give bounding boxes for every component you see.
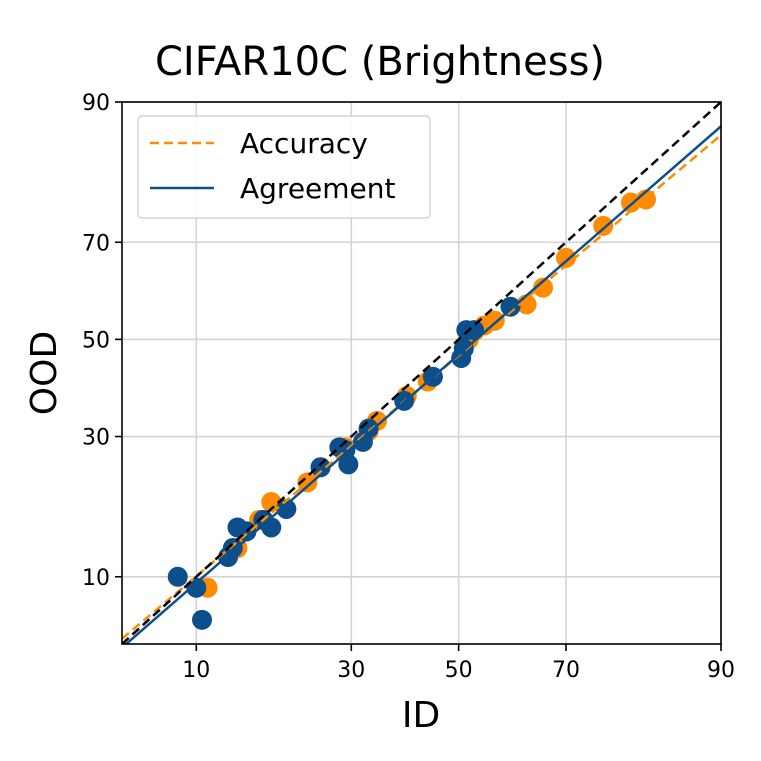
accuracy-point [533,277,554,298]
agreement-point [222,538,243,559]
agreement-point [310,457,331,478]
legend: Accuracy Agreement [137,115,431,219]
agreement-point [276,498,297,519]
accuracy-point [593,215,614,236]
x-tick-label: 70 [552,658,580,683]
accuracy-point [261,492,282,513]
legend-label-agreement: Agreement [240,172,396,205]
agreement-point [464,320,485,341]
x-tick-label: 90 [707,658,735,683]
y-tick-label: 70 [82,231,110,256]
accuracy-point [484,310,505,331]
x-tick-label: 30 [337,658,365,683]
y-tick-label: 50 [82,328,110,353]
x-axis-label: ID [402,695,440,736]
agreement-point [338,454,359,475]
plot-frame [121,101,722,645]
agreement-point [192,609,213,630]
agreement-point [167,566,188,587]
x-tick-label: 10 [182,658,210,683]
y-tick-label: 90 [82,91,110,116]
plot-area [122,102,721,644]
chart-title: CIFAR10C (Brightness) [155,39,605,85]
y-tick-label: 10 [82,566,110,591]
axis-ticks: 10 30 50 70 90 10 30 50 70 90 [82,91,735,683]
agreement-point [358,418,379,439]
y-axis-label: OOD [24,331,65,415]
legend-label-accuracy: Accuracy [240,127,368,160]
y-tick-label: 30 [82,426,110,451]
accuracy-point [555,247,576,268]
agreement-fit-line [124,125,721,644]
legend-box [137,115,431,219]
y-x-line [122,102,721,644]
agreement-point [500,296,521,317]
x-tick-label: 50 [445,658,473,683]
